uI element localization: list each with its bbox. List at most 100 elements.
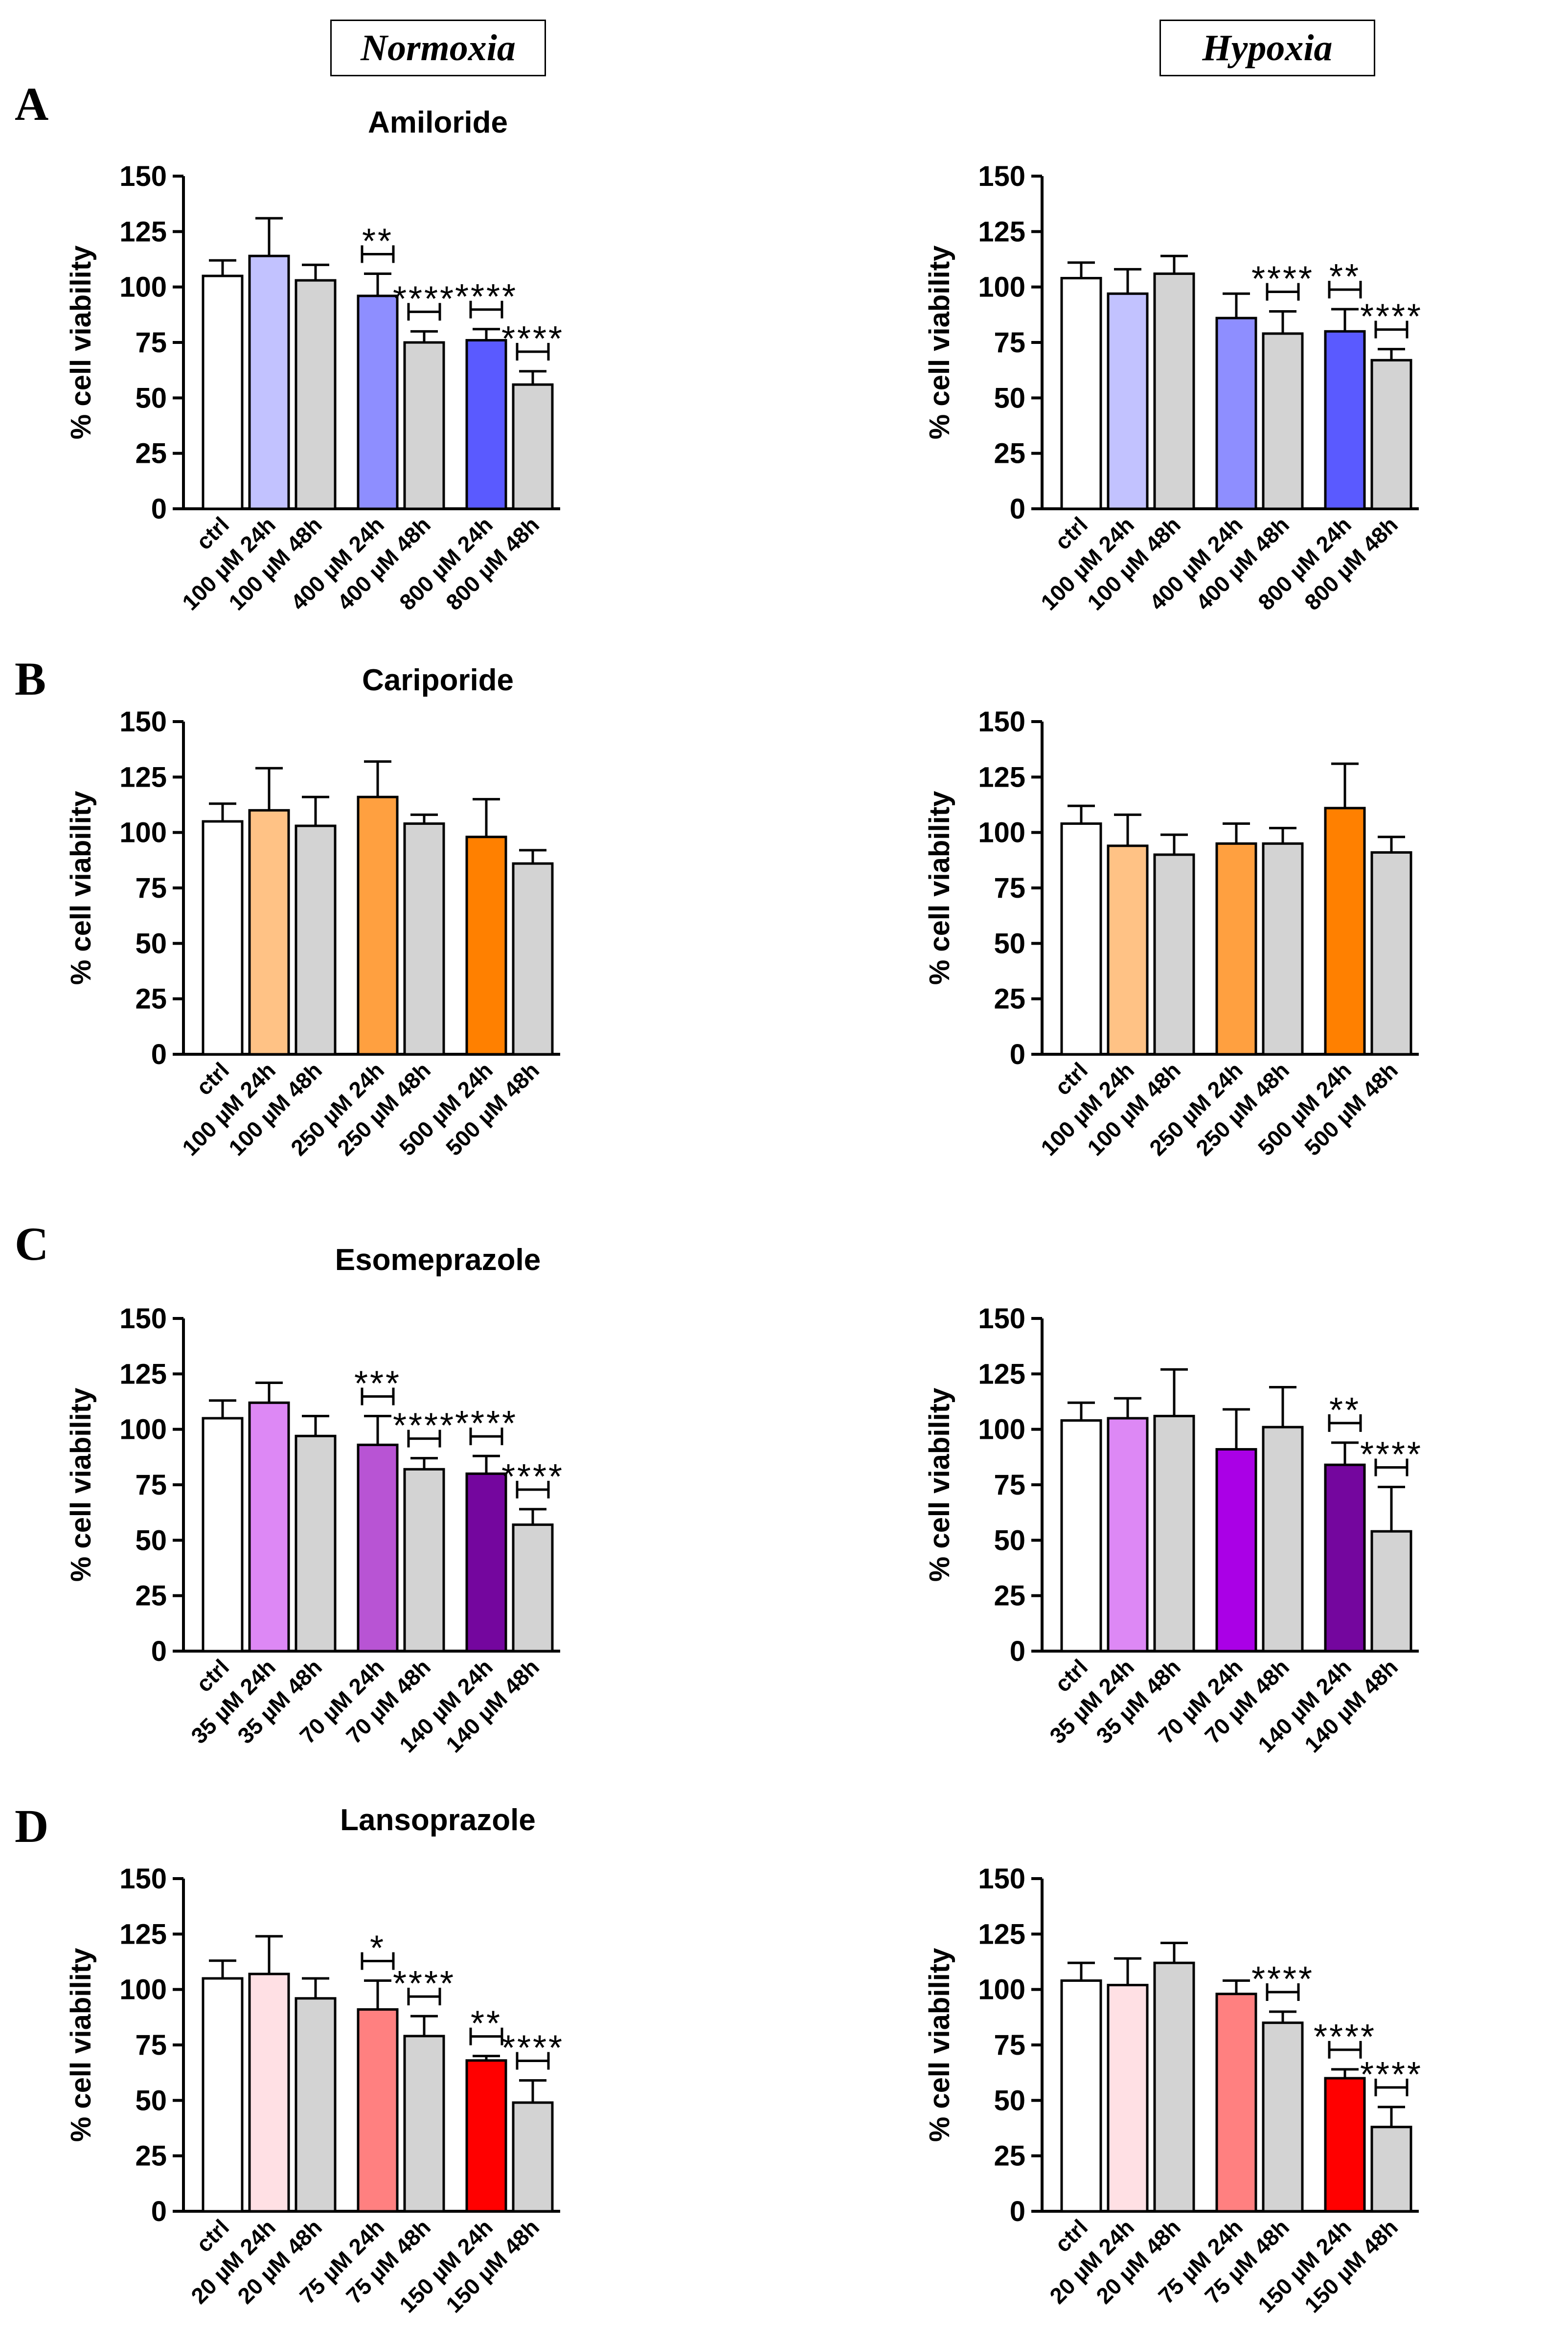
y-tick-label: 150 [119, 1863, 167, 1895]
y-tick-label: 75 [994, 872, 1025, 904]
bar-0 [1060, 277, 1102, 510]
bar-6 [512, 2101, 554, 2213]
significance-stars: ** [471, 2004, 502, 2043]
y-tick-label: 25 [135, 438, 167, 470]
bar-2 [295, 1997, 337, 2213]
y-tick-label: 150 [119, 706, 167, 738]
bar-2 [1153, 272, 1195, 510]
y-tick-label: 50 [994, 928, 1025, 959]
y-tick-label: 125 [119, 761, 167, 793]
significance-stars: **** [393, 1964, 455, 2003]
y-axis-label: % cell viability [924, 246, 955, 440]
drug-title-cariporide: Cariporide [362, 663, 514, 697]
bar-1 [1107, 1984, 1149, 2213]
y-tick-label: 50 [994, 2085, 1025, 2116]
y-tick-label: 100 [119, 272, 167, 303]
significance-stars: *** [354, 1364, 401, 1403]
significance-stars: **** [1251, 260, 1314, 299]
y-axis-label: % cell viability [924, 1948, 955, 2142]
significance-stars: **** [1360, 1435, 1423, 1475]
bar-5 [465, 1472, 507, 1653]
bar-0 [202, 274, 244, 510]
y-tick-label: 75 [135, 2029, 167, 2061]
y-tick-label: 75 [135, 327, 167, 359]
bar-4 [1262, 1426, 1304, 1653]
drug-title-esomeprazole: Esomeprazole [335, 1243, 541, 1277]
bar-5 [465, 836, 507, 1056]
bar-1 [1107, 1417, 1149, 1653]
y-tick-label: 125 [978, 761, 1025, 793]
y-tick-label: 75 [135, 1469, 167, 1501]
y-axis-label: % cell viability [65, 246, 97, 440]
bar-1 [248, 1401, 290, 1653]
bar-5 [1324, 2077, 1366, 2213]
bar-0 [202, 820, 244, 1056]
significance-stars: **** [455, 277, 518, 317]
bar-4 [1262, 842, 1304, 1056]
bar-2 [295, 279, 337, 510]
bar-1 [248, 254, 290, 510]
y-axis-label: % cell viability [65, 791, 97, 985]
y-tick-label: 100 [978, 1414, 1025, 1446]
y-axis-label: % cell viability [65, 1388, 97, 1582]
bar-5 [465, 339, 507, 510]
y-tick-label: 150 [119, 1303, 167, 1335]
y-tick-label: 25 [994, 438, 1025, 470]
bar-6 [512, 383, 554, 510]
y-tick-label: 0 [151, 2196, 167, 2227]
y-tick-label: 100 [119, 1414, 167, 1446]
y-axis-label: % cell viability [65, 1948, 97, 2142]
significance-stars: **** [1360, 2055, 1423, 2094]
bar-6 [1370, 851, 1412, 1056]
bar-4 [403, 2035, 445, 2213]
y-tick-label: 50 [135, 1524, 167, 1556]
significance-stars: **** [1314, 2018, 1376, 2057]
y-tick-label: 25 [994, 2140, 1025, 2172]
y-tick-label: 125 [119, 1918, 167, 1950]
y-tick-label: 100 [978, 817, 1025, 849]
y-tick-label: 75 [135, 872, 167, 904]
panel-letter-c: C [15, 1218, 49, 1270]
significance-stars: **** [455, 1404, 518, 1443]
y-tick-label: 125 [119, 1358, 167, 1390]
bar-2 [1153, 1961, 1195, 2213]
y-tick-label: 0 [151, 493, 167, 525]
bar-0 [202, 1977, 244, 2213]
y-tick-label: 25 [994, 1580, 1025, 1612]
bar-3 [1215, 842, 1257, 1056]
bar-5 [465, 2059, 507, 2213]
y-tick-label: 50 [135, 382, 167, 414]
y-tick-label: 50 [135, 2085, 167, 2116]
significance-stars: **** [393, 1407, 455, 1446]
bar-3 [357, 795, 399, 1056]
bar-6 [1370, 2126, 1412, 2213]
hypoxia-header: Hypoxia [1159, 20, 1375, 76]
bar-3 [357, 1443, 399, 1653]
bar-3 [1215, 317, 1257, 510]
y-tick-label: 125 [978, 1918, 1025, 1950]
bar-5 [1324, 1463, 1366, 1653]
drug-title-lansoprazole: Lansoprazole [340, 1803, 536, 1837]
bar-1 [248, 809, 290, 1056]
y-tick-label: 150 [978, 160, 1025, 192]
bar-4 [403, 1468, 445, 1653]
y-tick-label: 150 [978, 1303, 1025, 1335]
significance-stars: **** [501, 319, 564, 359]
y-tick-label: 150 [978, 1863, 1025, 1895]
significance-stars: * [370, 1929, 386, 1968]
bar-4 [1262, 332, 1304, 510]
y-tick-label: 50 [994, 382, 1025, 414]
significance-stars: **** [1360, 297, 1423, 337]
bar-2 [295, 824, 337, 1056]
panel-letter-a: A [15, 78, 49, 130]
y-tick-label: 0 [151, 1039, 167, 1070]
bar-3 [357, 2008, 399, 2213]
y-tick-label: 25 [135, 983, 167, 1015]
panel-letter-d: D [15, 1800, 49, 1852]
